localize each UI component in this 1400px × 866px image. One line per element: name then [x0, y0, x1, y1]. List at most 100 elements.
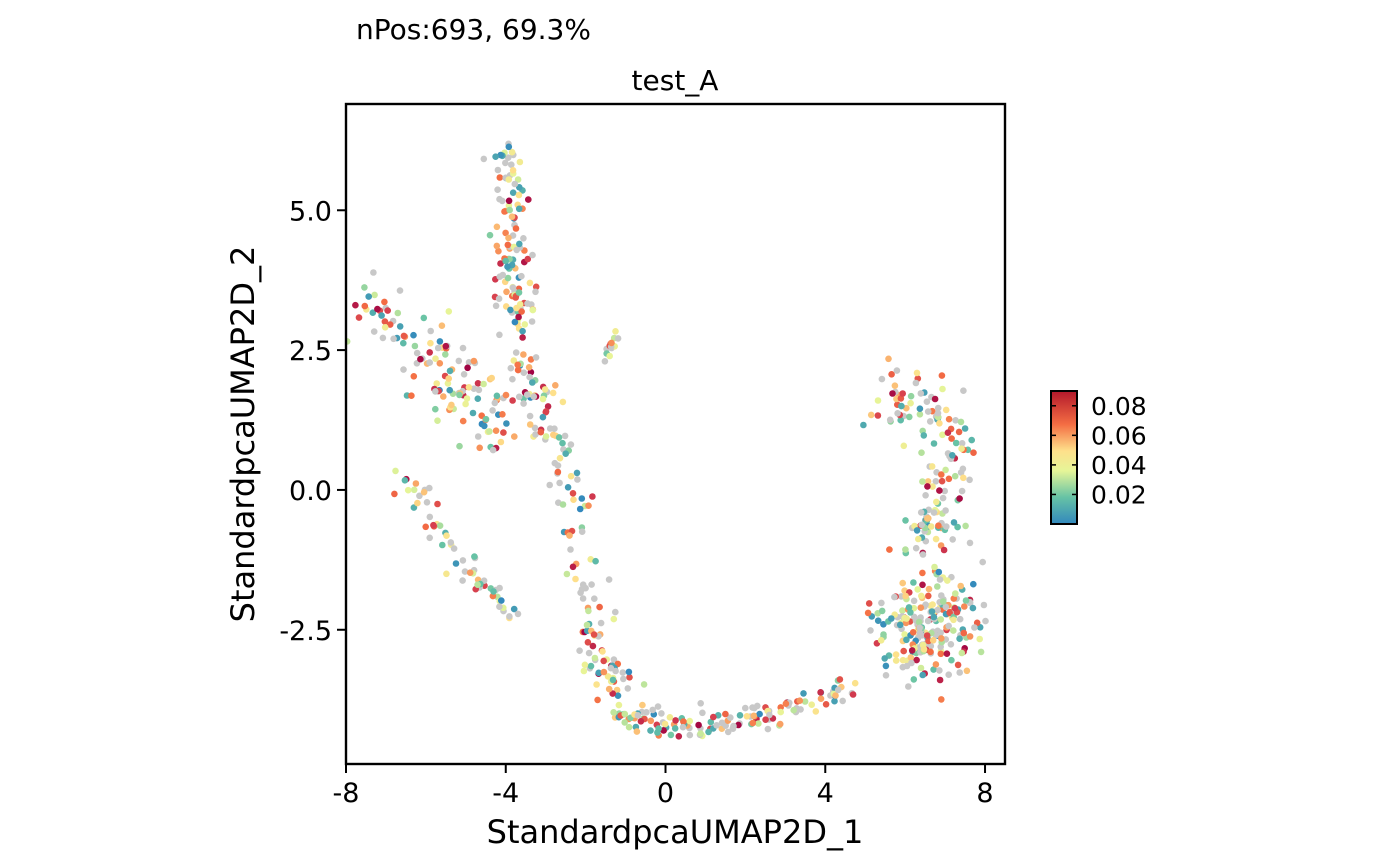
scatter-point — [426, 484, 433, 492]
scatter-point — [605, 685, 613, 693]
scatter-point — [554, 468, 562, 476]
y-axis-label: StandardpcaUMAP2D_2 — [224, 246, 262, 623]
scatter-point — [466, 569, 474, 576]
scatter-point — [502, 391, 510, 399]
scatter-point — [919, 569, 926, 577]
scatter-point — [686, 717, 693, 725]
scatter-point — [509, 397, 516, 404]
scatter-point — [898, 402, 905, 410]
scatter-point — [427, 327, 435, 335]
scatter-point — [379, 334, 387, 342]
scatter-point — [527, 356, 535, 363]
scatter-point — [518, 308, 525, 315]
scatter-point — [504, 263, 511, 271]
scatter-point — [505, 197, 513, 205]
scatter-point — [521, 321, 529, 328]
scatter-point — [942, 507, 949, 514]
scatter-point — [836, 676, 844, 683]
scatter-point — [907, 399, 914, 407]
scatter-point — [520, 235, 527, 242]
scatter-point — [625, 723, 633, 731]
scatter-point — [923, 632, 931, 639]
scatter-point — [503, 288, 510, 296]
scatter-point — [695, 721, 702, 729]
scatter-point — [970, 580, 977, 588]
scatter-point — [497, 260, 504, 267]
scatter-point — [912, 544, 920, 552]
scatter-point — [511, 433, 518, 440]
scatter-point — [509, 189, 517, 196]
scatter-point — [948, 435, 955, 442]
scatter-point — [567, 546, 574, 553]
scatter-point — [516, 158, 524, 166]
scatter-point — [505, 234, 512, 242]
scatter-point — [426, 359, 434, 366]
scatter-point — [371, 291, 378, 299]
scatter-point — [600, 657, 607, 665]
scatter-point — [514, 366, 522, 374]
scatter-point — [932, 535, 940, 543]
scatter-point — [713, 722, 720, 729]
scatter-point — [705, 728, 712, 736]
scatter-point — [556, 479, 563, 487]
scatter-point — [949, 536, 956, 543]
scatter-point — [913, 656, 920, 664]
scatter-point — [361, 302, 369, 310]
scatter-point — [549, 389, 557, 397]
scatter-point — [938, 696, 945, 703]
scatter-point — [672, 717, 679, 724]
scatter-point — [410, 486, 418, 494]
scatter-point — [465, 384, 473, 391]
scatter-point — [950, 519, 958, 526]
scatter-point — [500, 429, 507, 436]
scatter-point — [505, 176, 513, 183]
scatter-point — [502, 257, 510, 265]
scatter-point — [909, 629, 917, 636]
x-axis-label: StandardpcaUMAP2D_1 — [487, 813, 864, 851]
scatter-point — [504, 154, 512, 161]
scatter-point — [956, 635, 963, 642]
scatter-point — [937, 650, 945, 658]
scatter-point — [980, 601, 988, 609]
scatter-point — [970, 449, 977, 457]
scatter-point — [572, 575, 579, 583]
scatter-point — [817, 695, 825, 702]
scatter-point — [512, 294, 519, 301]
scatter-point — [471, 553, 478, 560]
scatter-point — [416, 492, 423, 500]
scatter-point — [654, 703, 662, 710]
scatter-point — [923, 398, 931, 406]
scatter-point — [529, 379, 536, 386]
scatter-point — [539, 413, 547, 421]
scatter-point — [606, 352, 613, 360]
scatter-point — [610, 656, 618, 663]
scatter-point — [924, 617, 932, 625]
scatter-point — [486, 428, 493, 435]
scatter-point — [903, 636, 910, 644]
scatter-point — [865, 600, 873, 607]
scatter-point — [494, 166, 502, 174]
scatter-point — [749, 704, 756, 711]
scatter-point — [718, 719, 726, 727]
scatter-point — [918, 449, 925, 457]
scatter-point — [496, 195, 503, 203]
scatter-point — [476, 444, 484, 452]
scatter-point — [585, 502, 592, 510]
scatter-point — [943, 650, 951, 657]
scatter-point — [886, 416, 894, 424]
scatter-point — [574, 476, 581, 483]
scatter-point — [460, 371, 468, 378]
scatter-point — [474, 581, 481, 588]
scatter-point — [922, 492, 929, 499]
scatter-point — [400, 339, 407, 347]
scatter-point — [474, 380, 482, 387]
scatter-point — [930, 666, 937, 673]
scatter-point — [612, 608, 619, 616]
scatter-point — [608, 339, 615, 347]
scatter-point — [624, 685, 632, 692]
scatter-point — [882, 662, 890, 670]
scatter-point — [493, 223, 501, 231]
scatter-point — [507, 364, 515, 372]
scatter-point — [470, 357, 478, 365]
scatter-point — [381, 298, 388, 306]
